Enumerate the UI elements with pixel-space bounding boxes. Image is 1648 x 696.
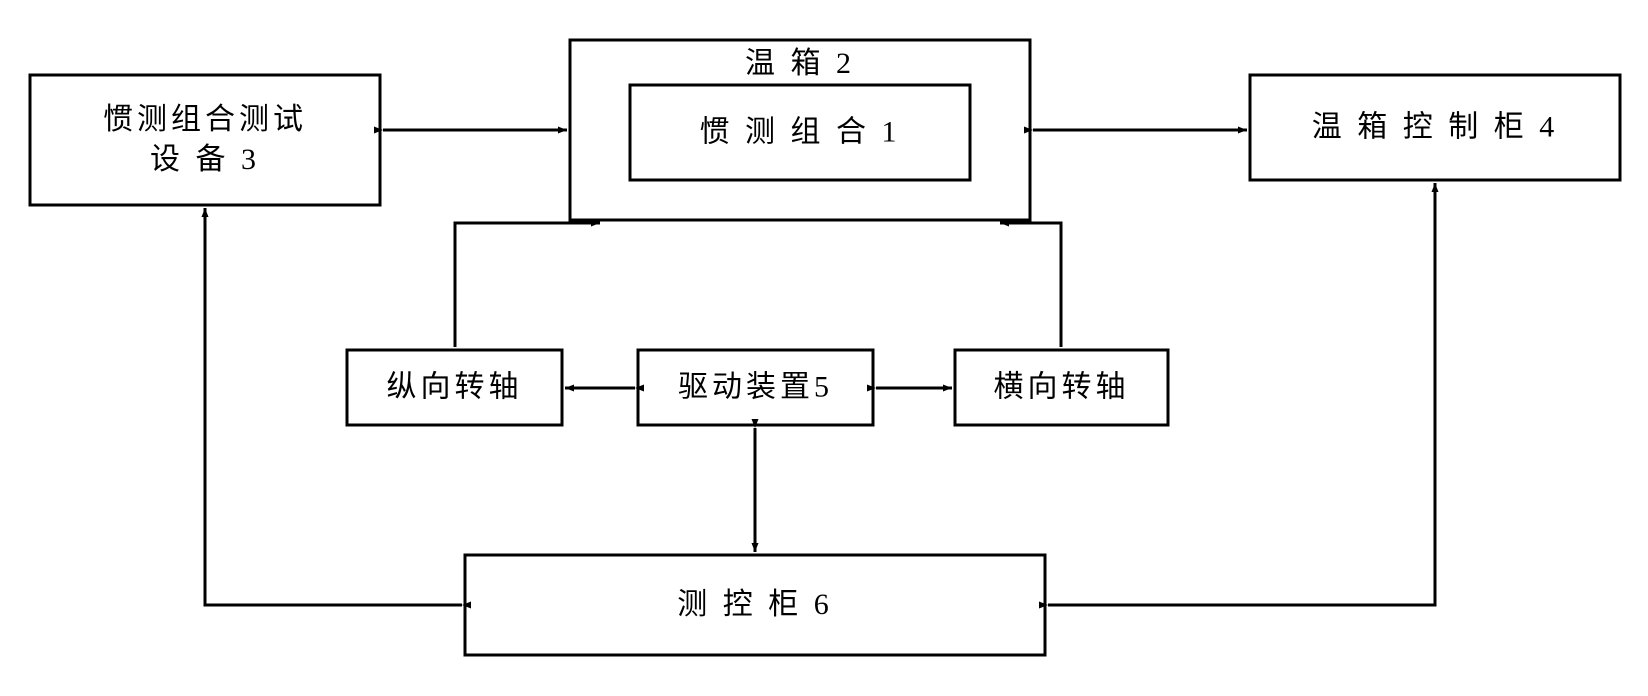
arrow-vshaft-to-chamber	[455, 223, 600, 347]
box-horizontal-shaft: 横向转轴	[955, 350, 1168, 425]
box-vertical-shaft: 纵向转轴	[347, 350, 562, 425]
label-control-cabinet-4: 温 箱 控 制 柜 4	[1312, 110, 1559, 143]
label-inertial-unit: 惯 测 组 合 1	[700, 115, 901, 148]
arrow-hshaft-to-chamber	[1000, 223, 1061, 347]
box-control-cabinet-4: 温 箱 控 制 柜 4	[1250, 75, 1620, 180]
label-drive-device: 驱动装置5	[678, 370, 833, 403]
box-inertial-unit: 惯 测 组 合 1	[630, 85, 970, 180]
box-control-cabinet-6: 测 控 柜 6	[465, 555, 1045, 655]
label-horizontal-shaft: 横向转轴	[994, 370, 1130, 403]
label-test-equipment-line2: 设 备 3	[150, 143, 260, 176]
label-control-cabinet-6: 测 控 柜 6	[677, 588, 833, 621]
box-drive-device: 驱动装置5	[638, 350, 873, 425]
label-temperature-chamber: 温 箱 2	[745, 47, 855, 80]
label-vertical-shaft: 纵向转轴	[387, 370, 523, 403]
box-test-equipment: 惯测组合测试设 备 3	[30, 75, 380, 205]
label-test-equipment-line1: 惯测组合测试	[103, 103, 307, 136]
